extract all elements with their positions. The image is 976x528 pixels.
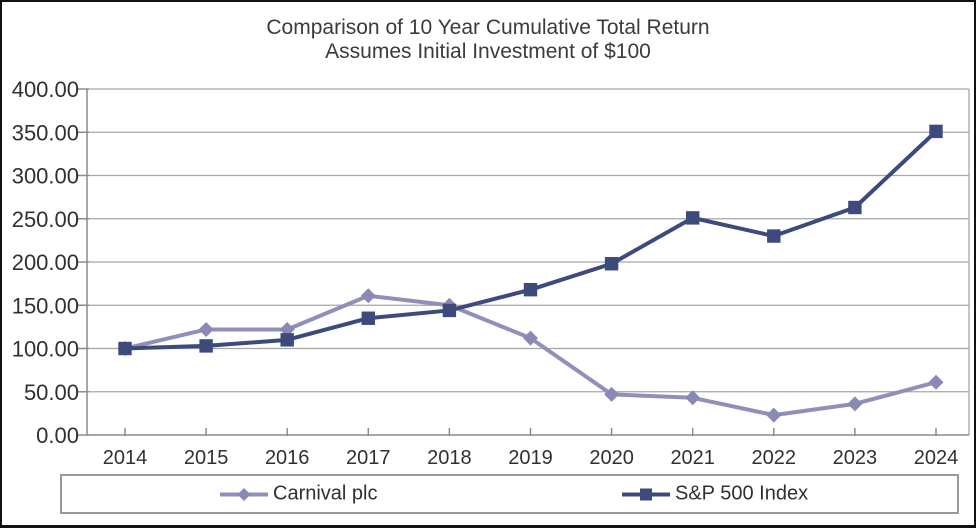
carnival-point — [928, 374, 944, 390]
sp500-point — [767, 229, 781, 243]
sp500-line — [123, 129, 938, 351]
carnival-point — [766, 407, 782, 423]
carnival-point — [847, 396, 863, 412]
sp500-square-marker-icon — [622, 488, 670, 500]
x-axis-label: 2024 — [914, 447, 959, 469]
sp500-point — [442, 303, 457, 318]
x-axis-label: 2015 — [184, 447, 229, 469]
carnival-diamond-marker-icon — [220, 487, 268, 501]
x-axis-label: 2023 — [833, 447, 878, 469]
y-axis-label: 100.00 — [12, 337, 79, 362]
x-axis-label: 2021 — [670, 447, 715, 469]
legend-item-sp500: S&P 500 Index — [622, 483, 808, 506]
x-axis-label: 2016 — [265, 447, 310, 469]
sp500-point — [118, 341, 132, 356]
y-axis-label: 50.00 — [24, 380, 79, 405]
y-axis-label: 350.00 — [12, 120, 79, 145]
sp500-point — [361, 311, 375, 325]
legend-item-carnival: Carnival plc — [220, 483, 377, 506]
carnival-point — [198, 321, 214, 337]
y-axis-label: 300.00 — [12, 164, 79, 189]
legend: Carnival plc S&P 500 Index — [60, 474, 959, 514]
x-axis-label: 2014 — [103, 447, 148, 469]
chart-subtitle: Assumes Initial Investment of $100 — [325, 40, 651, 63]
y-axis-label: 150.00 — [12, 293, 79, 318]
carnival-point — [360, 288, 376, 304]
sp500-point — [929, 124, 943, 139]
chart-title: Comparison of 10 Year Cumulative Total R… — [266, 16, 710, 39]
sp500-point — [523, 282, 538, 297]
chart-title-block: Comparison of 10 Year Cumulative Total R… — [2, 16, 974, 64]
x-axis-label: 2019 — [508, 447, 553, 469]
y-axis-label: 0.00 — [36, 423, 79, 448]
sp500-point — [199, 339, 213, 353]
carnival-point — [685, 390, 701, 406]
sp500-point — [280, 333, 294, 347]
legend-label-carnival: Carnival plc — [273, 482, 378, 505]
x-axis-label: 2017 — [346, 447, 391, 469]
sp500-point — [848, 200, 862, 215]
sp500-point — [604, 257, 619, 271]
carnival-line — [123, 293, 938, 418]
carnival-point — [604, 386, 620, 402]
y-axis-label: 250.00 — [12, 207, 79, 232]
y-axis-label: 400.00 — [12, 77, 79, 102]
legend-label-sp500: S&P 500 Index — [675, 482, 809, 505]
x-axis-label: 2020 — [589, 447, 634, 469]
y-axis-label: 200.00 — [12, 250, 79, 275]
sp500-point — [686, 211, 700, 225]
carnival-point — [523, 330, 538, 346]
x-axis-label: 2022 — [752, 447, 797, 469]
x-axis-label: 2018 — [427, 447, 472, 469]
